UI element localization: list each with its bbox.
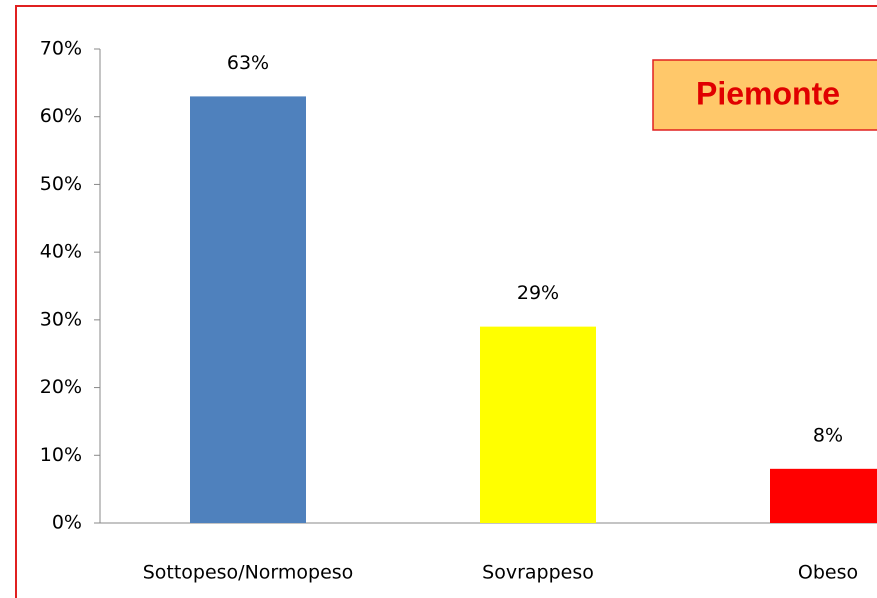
annotation-box <box>652 59 877 131</box>
bar <box>770 468 877 523</box>
y-tick-label: 0% <box>52 512 82 534</box>
frame <box>15 5 877 598</box>
y-tick-label: 10% <box>40 444 82 466</box>
y-tick-label: 40% <box>40 241 82 263</box>
data-label: 29% <box>517 282 559 304</box>
x-tick-label: Sovrappeso <box>482 562 594 584</box>
x-tick-label: Obeso <box>798 562 858 584</box>
y-tick-label: 60% <box>40 105 82 127</box>
annotation: Piemonte <box>696 75 840 111</box>
bar <box>190 96 306 524</box>
y-tick-label: 50% <box>40 173 82 195</box>
y-tick-label: 20% <box>40 376 82 398</box>
y-tick-label: 30% <box>40 308 82 330</box>
data-label: 63% <box>227 52 269 74</box>
y-tick-label: 70% <box>40 38 82 60</box>
bar <box>480 326 596 523</box>
x-tick-label: Sottopeso/Normopeso <box>143 562 354 584</box>
data-label: 8% <box>813 424 843 446</box>
